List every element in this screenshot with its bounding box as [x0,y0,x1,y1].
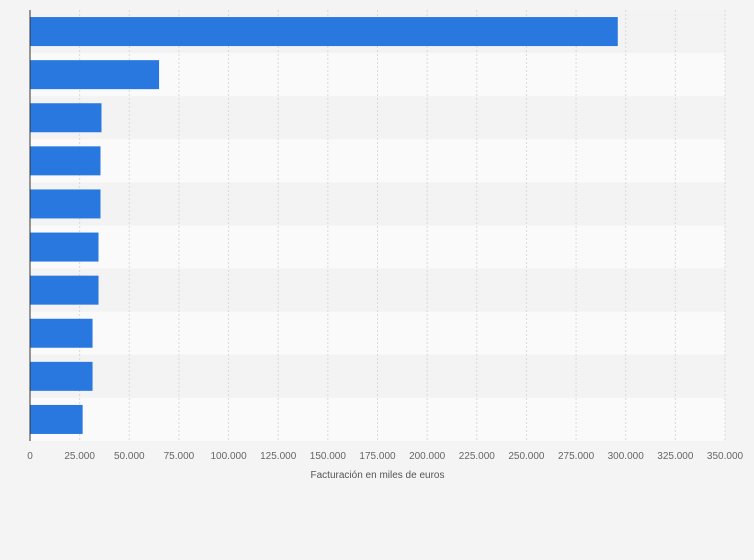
bar [30,146,101,176]
x-tick-label: 125.000 [260,451,297,462]
x-tick-label: 300.000 [608,451,645,462]
x-axis-title: Facturación en miles de euros [311,470,445,481]
bar [30,361,93,391]
bar [30,103,102,133]
bar [30,318,93,348]
bar [30,404,83,434]
x-tick-label: 200.000 [409,451,446,462]
x-tick-label: 250.000 [508,451,545,462]
x-tick-label: 350.000 [707,451,744,462]
x-tick-label: 25.000 [64,451,95,462]
x-tick-label: 75.000 [164,451,195,462]
bar [30,189,101,219]
x-tick-label: 100.000 [210,451,247,462]
x-tick-label: 0 [27,451,33,462]
x-tick-label: 175.000 [359,451,396,462]
x-tick-label: 325.000 [657,451,694,462]
bar [30,232,99,262]
bar [30,275,99,305]
x-tick-label: 275.000 [558,451,595,462]
bar [30,17,618,47]
bar [30,60,160,90]
x-tick-label: 150.000 [310,451,347,462]
x-tick-label: 50.000 [114,451,145,462]
x-tick-label: 225.000 [459,451,496,462]
